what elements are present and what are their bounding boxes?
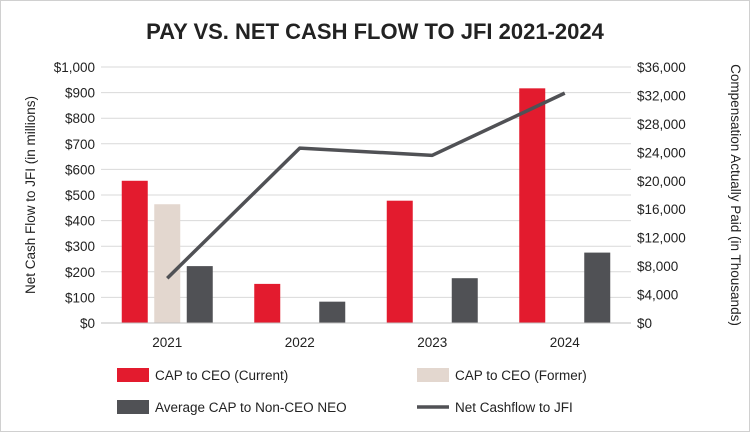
bar-average-cap-to-non-ceo-neo-2023: [451, 278, 478, 323]
left-tick-label: $0: [80, 316, 95, 331]
bar-average-cap-to-non-ceo-neo-2024: [584, 252, 611, 323]
bar-average-cap-to-non-ceo-neo-2021: [186, 266, 213, 323]
legend-label: CAP to CEO (Current): [155, 368, 288, 383]
right-tick-label: $0: [637, 316, 652, 331]
x-tick-label: 2022: [285, 335, 315, 350]
right-axis-label: Compensation Actually Paid (in Thousands…: [728, 64, 743, 326]
chart-title: PAY VS. NET CASH FLOW TO JFI 2021-2024: [146, 19, 604, 44]
right-tick-label: $8,000: [637, 259, 678, 274]
legend-swatch: [117, 368, 149, 382]
bar-cap-to-ceo-current--2023: [386, 200, 413, 323]
left-tick-label: $300: [65, 239, 95, 254]
legend-item: CAP to CEO (Former): [417, 368, 587, 383]
legend: CAP to CEO (Current) CAP to CEO (Former) A…: [117, 368, 587, 415]
legend-swatch: [417, 368, 449, 382]
left-tick-label: $800: [65, 111, 95, 126]
bar-average-cap-to-non-ceo-neo-2022: [319, 301, 346, 323]
left-tick-label: $500: [65, 188, 95, 203]
right-tick-label: $32,000: [637, 88, 686, 103]
right-tick-label: $12,000: [637, 231, 686, 246]
x-tick-label: 2023: [417, 335, 447, 350]
legend-swatch: [117, 400, 149, 414]
bar-cap-to-ceo-current--2024: [519, 88, 546, 323]
left-tick-label: $900: [65, 86, 95, 101]
axes: $0 $100 $200 $300 $400 $500 $600 $700 $800 $900 $1…: [54, 60, 686, 350]
right-tick-label: $36,000: [637, 60, 686, 75]
right-tick-label: $16,000: [637, 202, 686, 217]
legend-label: Average CAP to Non-CEO NEO: [155, 400, 347, 415]
right-tick-label: $4,000: [637, 288, 678, 303]
right-tick-label: $24,000: [637, 145, 686, 160]
left-axis-label: Net Cash Flow to JFI (in millions): [23, 96, 38, 294]
x-tick-label: 2021: [152, 335, 182, 350]
line-net-cashflow: [166, 91, 566, 280]
right-tick-label: $28,000: [637, 117, 686, 132]
bar-cap-to-ceo-current--2021: [121, 180, 148, 323]
legend-label: CAP to CEO (Former): [455, 368, 587, 383]
bar-cap-to-ceo-current--2022: [254, 283, 281, 323]
lines: [166, 91, 566, 280]
bars: [121, 88, 611, 323]
left-tick-label: $400: [65, 214, 95, 229]
legend-item: Net Cashflow to JFI: [417, 400, 573, 415]
bar-cap-to-ceo-former--2021: [154, 204, 181, 323]
legend-label: Net Cashflow to JFI: [455, 400, 573, 415]
legend-item: Average CAP to Non-CEO NEO: [117, 400, 347, 415]
left-tick-label: $1,000: [54, 60, 95, 75]
gridlines: [101, 66, 631, 324]
x-tick-label: 2024: [550, 335, 581, 350]
left-tick-label: $700: [65, 137, 95, 152]
left-tick-label: $200: [65, 265, 95, 280]
legend-item: CAP to CEO (Current): [117, 368, 288, 383]
right-tick-label: $20,000: [637, 174, 686, 189]
left-tick-label: $100: [65, 290, 95, 305]
left-tick-label: $600: [65, 162, 95, 177]
